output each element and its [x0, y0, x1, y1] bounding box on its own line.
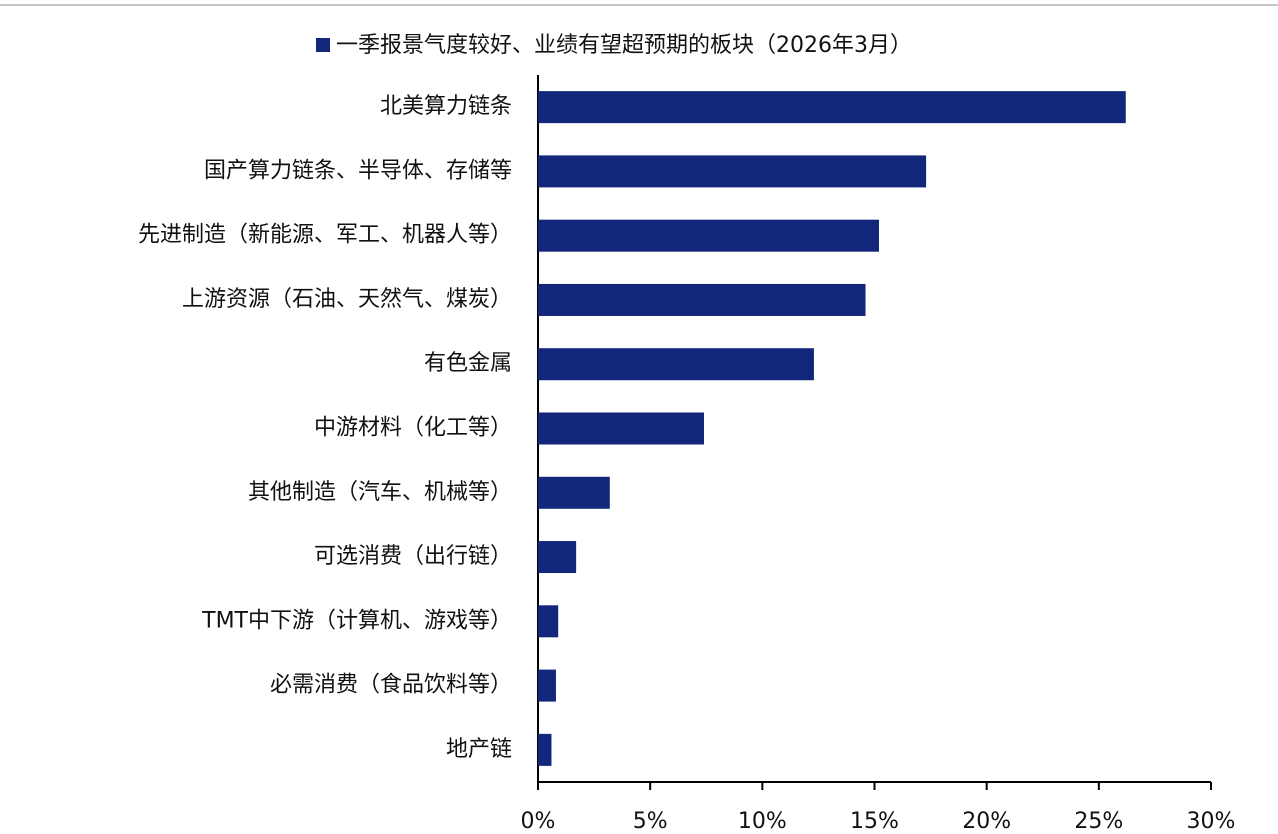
- x-tick-label: 20%: [962, 809, 1011, 834]
- bar: [538, 541, 577, 574]
- bar: [538, 348, 814, 381]
- bar: [538, 155, 927, 188]
- y-tick-label: 其他制造（汽车、机械等）: [248, 480, 512, 505]
- bar: [538, 669, 556, 702]
- bar: [538, 219, 879, 252]
- bar: [538, 476, 610, 509]
- x-tick-label: 10%: [738, 809, 787, 834]
- x-tick-label: 5%: [633, 809, 668, 834]
- y-tick-label: 北美算力链条: [380, 94, 512, 119]
- y-tick-label: 国产算力链条、半导体、存储等: [204, 158, 512, 183]
- x-tick-label: 25%: [1074, 809, 1123, 834]
- bar: [538, 605, 559, 638]
- y-tick-label: 必需消费（食品饮料等）: [270, 673, 512, 698]
- bar: [538, 412, 705, 445]
- legend-label: 一季报景气度较好、业绩有望超预期的板块（2026年3月）: [336, 33, 912, 58]
- y-tick-label: 有色金属: [424, 351, 512, 376]
- legend-swatch: [316, 38, 330, 52]
- x-tick-label: 30%: [1187, 809, 1236, 834]
- y-tick-label: 先进制造（新能源、军工、机器人等）: [138, 223, 512, 248]
- bar: [538, 91, 1126, 124]
- x-tick-label: 0%: [521, 809, 556, 834]
- y-tick-label: 中游材料（化工等）: [314, 416, 512, 441]
- bar: [538, 283, 866, 316]
- y-tick-label: 上游资源（石油、天然气、煤炭）: [182, 287, 512, 312]
- y-tick-label: 地产链: [446, 737, 512, 762]
- bar: [538, 733, 552, 766]
- y-tick-label: TMT中下游（计算机、游戏等）: [201, 608, 512, 633]
- y-tick-label: 可选消费（出行链）: [314, 544, 512, 569]
- x-tick-label: 15%: [850, 809, 899, 834]
